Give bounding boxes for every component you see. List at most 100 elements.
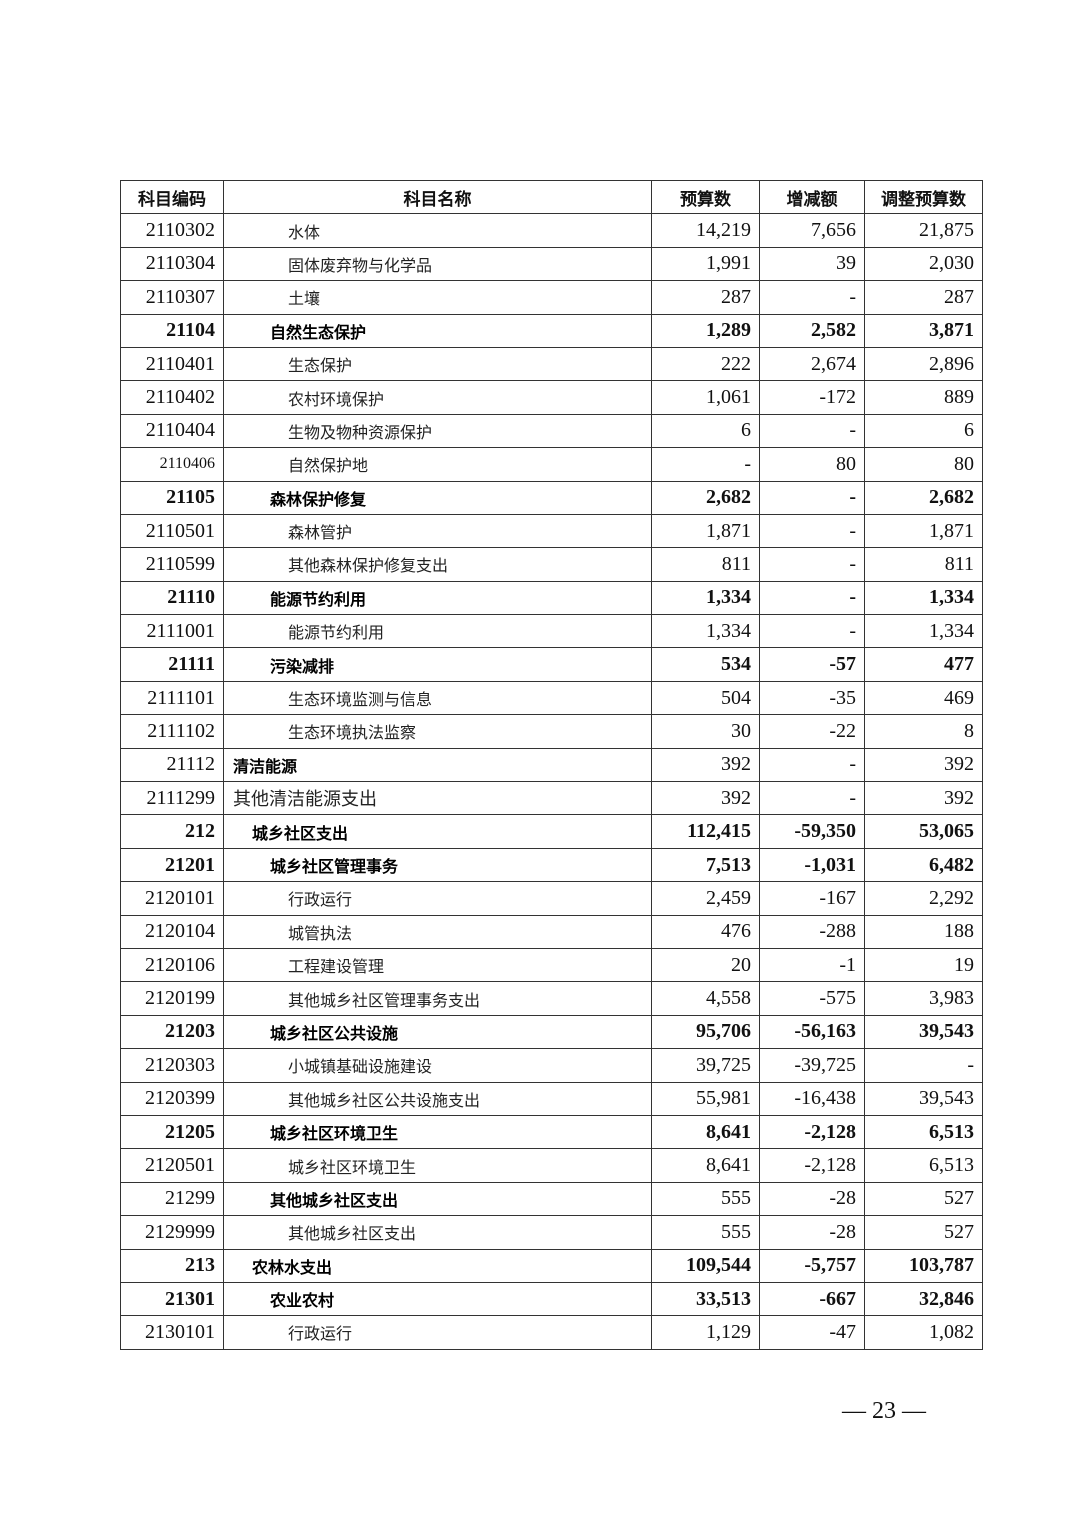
cell-code: 2129999 (120, 1215, 224, 1250)
cell-adjusted: 32,846 (864, 1281, 983, 1317)
cell-adjusted: 3,983 (864, 981, 983, 1016)
cell-code: 21299 (120, 1181, 224, 1217)
cell-budget: 1,289 (651, 313, 760, 348)
table-row: 2120104 城管执法 476 -288 188 (120, 914, 983, 949)
cell-name: 生物及物种资源保护 (223, 413, 652, 449)
cell-budget: 33,513 (651, 1281, 760, 1317)
table-row: 2110401 生态保护 222 2,674 2,896 (120, 346, 983, 382)
cell-change: 39 (759, 246, 865, 282)
header-name: 科目名称 (223, 179, 652, 215)
cell-code: 2120399 (120, 1081, 224, 1116)
cell-change: -39,725 (759, 1048, 865, 1083)
cell-code: 21201 (120, 847, 224, 883)
table-row: 2110402 农村环境保护 1,061 -172 889 (120, 380, 983, 415)
table-row: 2111102 生态环境执法监察 30 -22 8 (120, 714, 983, 749)
cell-code: 21105 (120, 480, 224, 515)
cell-adjusted: 188 (864, 914, 983, 949)
cell-adjusted: 6,513 (864, 1148, 983, 1183)
cell-code: 2120106 (120, 947, 224, 983)
cell-budget: 392 (651, 781, 760, 816)
cell-name: 固体废弃物与化学品 (223, 246, 652, 282)
table-row: 21203 城乡社区公共设施 95,706 -56,163 39,543 (120, 1014, 983, 1050)
table-row: 213 农林水支出 109,544 -5,757 103,787 (120, 1248, 983, 1283)
cell-name: 城乡社区支出 (223, 814, 652, 849)
cell-name: 城乡社区公共设施 (223, 1014, 652, 1050)
cell-adjusted: 39,543 (864, 1014, 983, 1050)
cell-change: - (759, 747, 865, 783)
cell-name: 能源节约利用 (223, 580, 652, 616)
cell-adjusted: 477 (864, 647, 983, 682)
cell-name: 工程建设管理 (223, 947, 652, 983)
cell-change: -2,128 (759, 1114, 865, 1150)
cell-change: - (759, 547, 865, 582)
cell-adjusted: 811 (864, 547, 983, 582)
cell-name: 行政运行 (223, 881, 652, 916)
cell-code: 2120199 (120, 981, 224, 1016)
cell-code: 2120101 (120, 881, 224, 916)
cell-code: 212 (120, 814, 224, 849)
table-row: 212 城乡社区支出 112,415 -59,350 53,065 (120, 814, 983, 849)
cell-change: -1 (759, 947, 865, 983)
cell-budget: 30 (651, 714, 760, 749)
cell-adjusted: 6,513 (864, 1114, 983, 1150)
header-budget: 预算数 (651, 179, 760, 215)
cell-name: 自然生态保护 (223, 313, 652, 348)
table-row: 2110501 森林管护 1,871-1,871 (120, 513, 983, 549)
cell-budget: 1,061 (651, 380, 760, 415)
cell-budget: 1,334 (651, 614, 760, 649)
header-change: 增减额 (759, 179, 865, 215)
cell-code: 2110304 (120, 246, 224, 282)
cell-adjusted: 80 (864, 447, 983, 482)
cell-code: 2120303 (120, 1048, 224, 1083)
cell-code: 2120501 (120, 1148, 224, 1183)
cell-change: 7,656 (759, 213, 865, 248)
cell-adjusted: 6,482 (864, 847, 983, 883)
table-row: 21104 自然生态保护 1,289 2,582 3,871 (120, 313, 983, 348)
cell-budget: 2,682 (651, 480, 760, 515)
cell-change: -28 (759, 1181, 865, 1217)
cell-code: 21104 (120, 313, 224, 348)
cell-change: -288 (759, 914, 865, 949)
cell-change: -2,128 (759, 1148, 865, 1183)
cell-name: 其他森林保护修复支出 (223, 547, 652, 582)
cell-adjusted: 527 (864, 1181, 983, 1217)
cell-budget: 534 (651, 647, 760, 682)
cell-adjusted: 103,787 (864, 1248, 983, 1283)
table-row: 2130101 行政运行 1,129 -47 1,082 (120, 1315, 983, 1350)
cell-budget: 2,459 (651, 881, 760, 916)
cell-budget: 14,219 (651, 213, 760, 248)
cell-name: 生态环境执法监察 (223, 714, 652, 749)
cell-change: -172 (759, 380, 865, 415)
cell-code: 2110302 (120, 213, 224, 248)
cell-budget: 392 (651, 747, 760, 783)
cell-adjusted: 1,334 (864, 614, 983, 649)
cell-change: -575 (759, 981, 865, 1016)
cell-adjusted: 53,065 (864, 814, 983, 849)
cell-budget: 476 (651, 914, 760, 949)
table-row: 2120199 其他城乡社区管理事务支出 4,558 -575 3,983 (120, 981, 983, 1016)
cell-budget: 6 (651, 413, 760, 449)
table-row: 2110302 水体 14,219 7,656 21,875 (120, 213, 983, 248)
cell-adjusted: 19 (864, 947, 983, 983)
cell-adjusted: 2,030 (864, 246, 983, 282)
cell-code: 21112 (120, 747, 224, 783)
cell-name: 农村环境保护 (223, 380, 652, 415)
cell-change: -167 (759, 881, 865, 916)
cell-change: -47 (759, 1315, 865, 1350)
cell-code: 2120104 (120, 914, 224, 949)
cell-change: -57 (759, 647, 865, 682)
cell-budget: 8,641 (651, 1114, 760, 1150)
table-row: 2111101 生态环境监测与信息 504 -35 469 (120, 680, 983, 716)
cell-name: 水体 (223, 213, 652, 248)
cell-change: -56,163 (759, 1014, 865, 1050)
cell-name: 行政运行 (223, 1315, 652, 1350)
cell-budget: 112,415 (651, 814, 760, 849)
cell-adjusted: 6 (864, 413, 983, 449)
cell-code: 2111001 (120, 614, 224, 649)
table-row: 21205 城乡社区环境卫生 8,641 -2,128 6,513 (120, 1114, 983, 1150)
cell-adjusted: 8 (864, 714, 983, 749)
cell-code: 2110501 (120, 513, 224, 549)
cell-budget: 55,981 (651, 1081, 760, 1116)
cell-change: -16,438 (759, 1081, 865, 1116)
cell-budget: 109,544 (651, 1248, 760, 1283)
